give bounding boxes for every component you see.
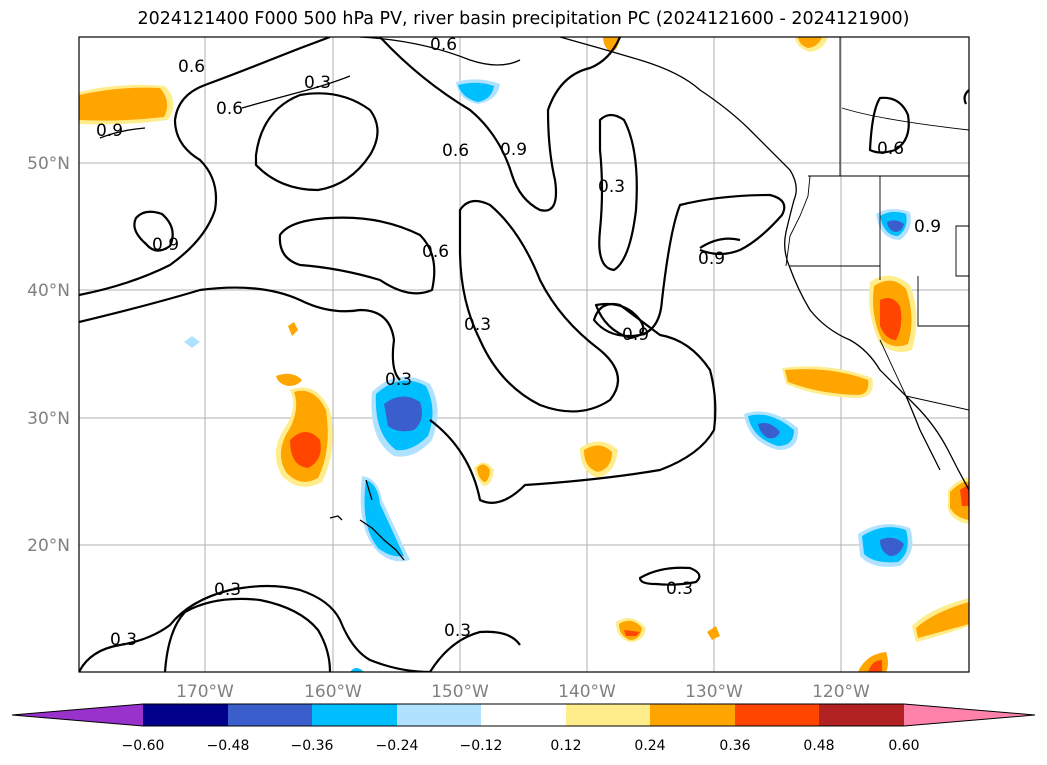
lon-tick-labels: 170°W 160°W 150°W 140°W 130°W 120°W <box>176 682 870 702</box>
colorbar-bin <box>566 704 650 726</box>
contour-labels: 0.6 0.3 0.6 0.6 0.9 0.9 0.6 0.6 0.3 0.3 … <box>96 35 941 650</box>
colorbar-tick: 0.24 <box>634 738 665 754</box>
contour-label: 0.6 <box>422 242 449 262</box>
colorbar-bin <box>312 704 397 726</box>
colorbar-tick: 0.12 <box>550 738 581 754</box>
lat-tick: 40°N <box>27 281 70 301</box>
colorbar-bin <box>650 704 735 726</box>
contour-label: 0.3 <box>110 630 137 650</box>
contour-label: 0.9 <box>500 140 527 160</box>
colorbar-tick: 0.60 <box>888 738 919 754</box>
colorbar-bin <box>228 704 312 726</box>
colorbar-extend-max <box>904 704 1035 726</box>
map-frame <box>78 36 970 673</box>
colorbar-tick: 0.48 <box>803 738 834 754</box>
contour-label: 0.9 <box>914 217 941 237</box>
contour-label: 0.9 <box>152 235 179 255</box>
colorbar-tick: −0.60 <box>122 738 165 754</box>
lat-tick: 30°N <box>27 409 70 429</box>
plot-title: 2024121400 F000 500 hPa PV, river basin … <box>137 9 910 29</box>
lon-tick: 120°W <box>812 682 870 702</box>
contour-label: 0.3 <box>666 579 693 599</box>
contour-label: 0.3 <box>214 580 241 600</box>
map-area <box>79 37 969 672</box>
contour-label: 0.6 <box>877 139 904 159</box>
contour-label: 0.3 <box>464 315 491 335</box>
colorbar <box>11 703 1036 727</box>
colorbar-bin <box>819 704 904 726</box>
lat-tick: 50°N <box>27 154 70 174</box>
contour-label: 0.3 <box>385 370 412 390</box>
contour-label: 0.9 <box>698 249 725 269</box>
lon-tick: 140°W <box>558 682 616 702</box>
colorbar-outline <box>11 703 1036 727</box>
contour-label: 0.9 <box>96 121 123 141</box>
colorbar-tick-labels: −0.60 −0.48 −0.36 −0.24 −0.12 0.12 0.24 … <box>122 738 920 754</box>
contour-label: 0.9 <box>622 325 649 345</box>
contour-label: 0.6 <box>216 99 243 119</box>
lon-tick: 170°W <box>176 682 234 702</box>
political-borders <box>785 37 969 411</box>
colorbar-bin <box>143 704 228 726</box>
colorbar-bin <box>397 704 481 726</box>
pv-contours <box>79 37 969 672</box>
lat-tick: 20°N <box>27 536 70 556</box>
contour-label: 0.6 <box>178 57 205 77</box>
gridlines <box>79 37 969 672</box>
colorbar-tick: −0.12 <box>460 738 503 754</box>
lat-tick-labels: 50°N 40°N 30°N 20°N <box>27 154 70 556</box>
precip-shading <box>79 37 969 672</box>
contour-label: 0.3 <box>598 177 625 197</box>
lon-tick: 130°W <box>685 682 743 702</box>
colorbar-bin <box>481 704 566 726</box>
coastlines <box>99 37 969 561</box>
colorbar-extend-min <box>12 704 143 726</box>
contour-label: 0.3 <box>444 621 471 641</box>
colorbar-tick: −0.48 <box>207 738 250 754</box>
contour-label: 0.6 <box>442 141 469 161</box>
colorbar-bin <box>735 704 819 726</box>
contour-label: 0.6 <box>430 35 457 55</box>
colorbar-tick: −0.24 <box>376 738 419 754</box>
colorbar-tick: −0.36 <box>291 738 334 754</box>
colorbar-tick: 0.36 <box>719 738 750 754</box>
lon-tick: 160°W <box>304 682 362 702</box>
lon-tick: 150°W <box>431 682 489 702</box>
contour-label: 0.3 <box>304 73 331 93</box>
